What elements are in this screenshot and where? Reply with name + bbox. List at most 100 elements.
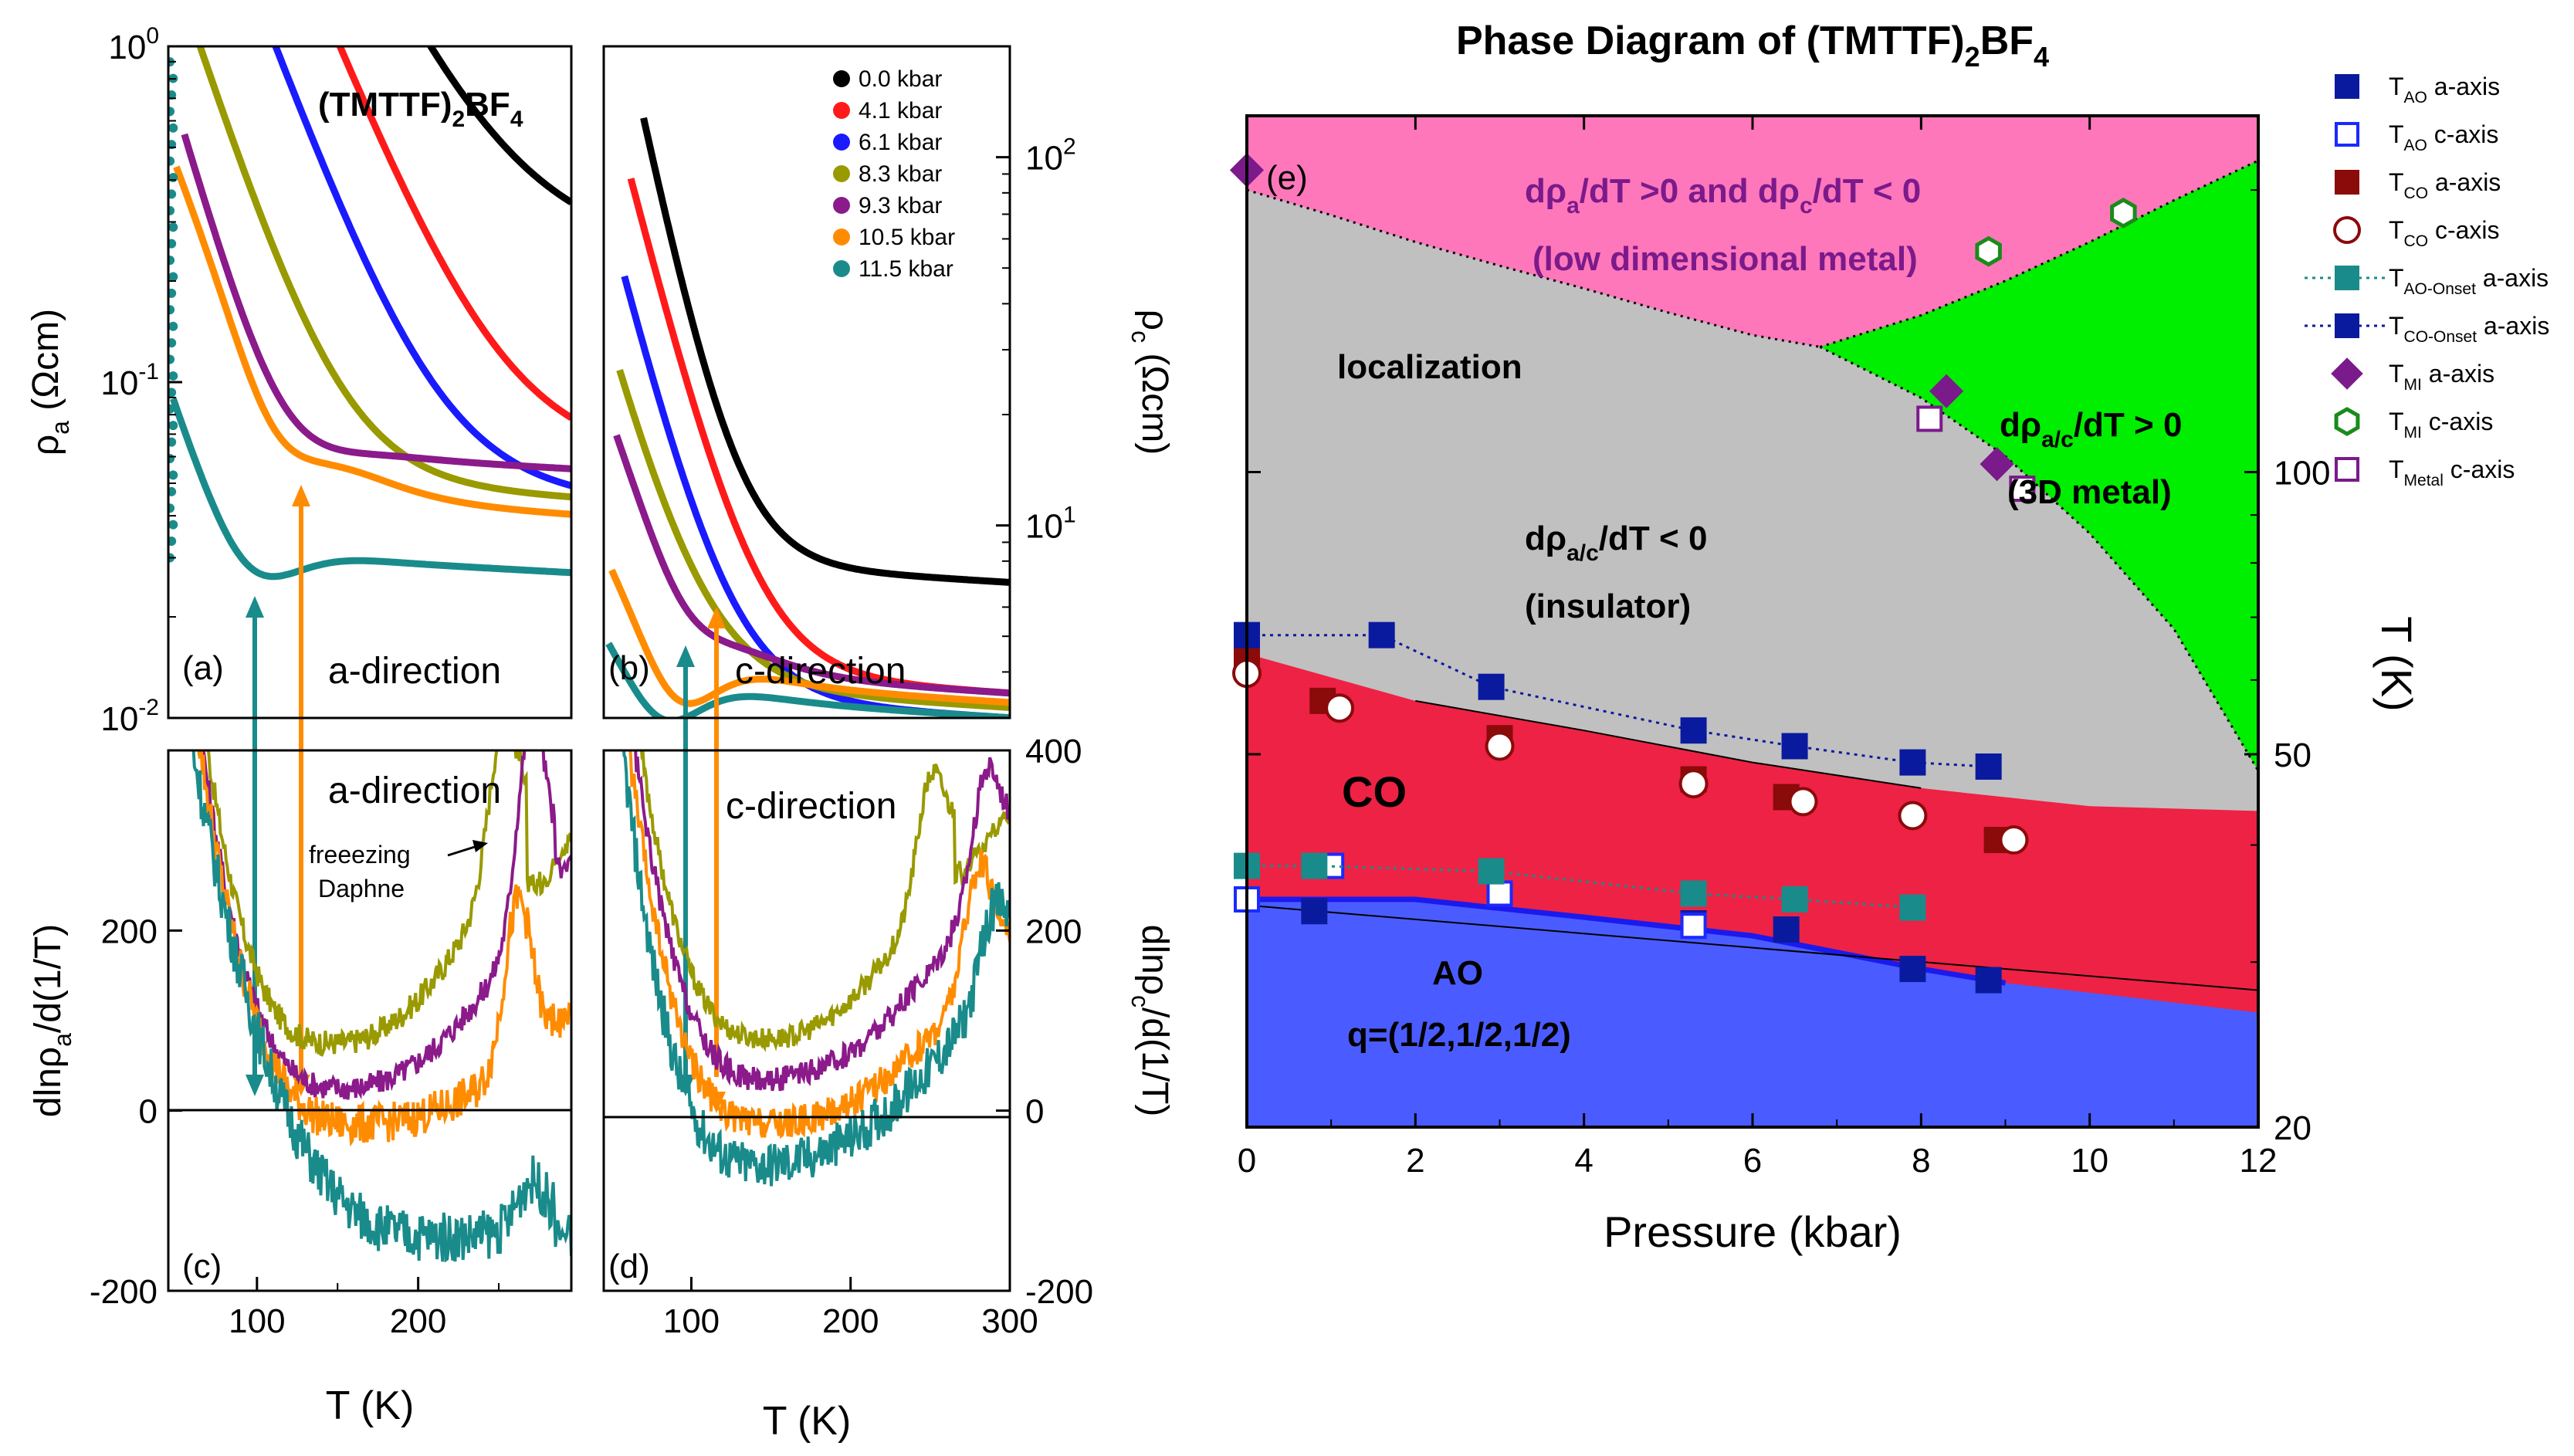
region-3d-metal-line1: dρa/c/dT > 0 [2000, 406, 2182, 452]
xtick-label: 300 [981, 1302, 1038, 1340]
xtick-label: 200 [822, 1302, 879, 1340]
marker-square [2335, 74, 2359, 99]
legend: 0.0 kbar 4.1 kbar 6.1 kbar 8.3 kbar 9.3 kbar… [833, 66, 955, 282]
xtick-label: 100 [229, 1302, 285, 1340]
region-insulator-line2: (insulator) [1525, 587, 1691, 625]
panel-b: 102 101 0.0 kbar 4.1 kbar 6.1 kbar 8.3 kbar 9… [602, 45, 1175, 1113]
panel-e-label: (e) [1266, 159, 1308, 197]
rho-a-dot [168, 437, 177, 447]
rho-curve-4 [613, 434, 1010, 697]
rho-a-dot [168, 123, 178, 133]
rho-a-dot [168, 388, 177, 398]
panel-e-xlabel: Pressure (kbar) [1604, 1207, 1902, 1256]
region-green [1820, 161, 2258, 771]
phase-diagram-title: Phase Diagram of (TMTTF)2BF4 [1456, 19, 2049, 73]
legend-label: 9.3 kbar [859, 193, 942, 218]
marker-diamond [1929, 374, 1964, 408]
rho-curve-5 [173, 165, 571, 518]
xtick-label: 4 [1574, 1142, 1593, 1180]
marker-square [1301, 898, 1328, 925]
panel-b-direction: c-direction [735, 651, 906, 692]
rho-a-dot [168, 520, 178, 530]
annotation-freezing: freeezing [309, 841, 411, 869]
rho-a-dot [168, 404, 175, 414]
ytick-label: 0 [139, 1093, 157, 1131]
marker-square [1975, 753, 2002, 780]
panel-d-xlabel: T (K) [763, 1399, 852, 1444]
ytick-label: 20 [2274, 1109, 2312, 1147]
region-3d-metal-line2: (3D metal) [2007, 473, 2172, 511]
annotation-daphne: Daphne [318, 875, 405, 902]
region-ao-line2: q=(1/2,1/2,1/2) [1347, 1016, 1571, 1054]
ytick-label: 100 [2274, 455, 2330, 493]
rho-a-dot [168, 189, 177, 199]
rho-a-dot [168, 222, 178, 232]
region-insulator-line1: dρa/c/dT < 0 [1525, 520, 1707, 566]
legend-marker [833, 260, 850, 277]
marker-circle-open [2333, 216, 2361, 244]
panel-d-ticks: 100 200 300-200 0 200 400 [663, 733, 1093, 1340]
panel-c-ylabel: dlnρa/d(1/T) [28, 924, 76, 1118]
marker-circle-open [1898, 801, 1928, 831]
arrowhead-teal-a-down [246, 1075, 264, 1096]
marker-diamond [2331, 357, 2363, 390]
rho-a-dot [168, 239, 177, 249]
rho-a-dot [168, 470, 178, 480]
legend-label: 10.5 kbar [859, 225, 955, 250]
legend-label: TCO c-axis [2389, 216, 2500, 250]
rho-a-dot [168, 173, 178, 183]
marker-square [2335, 266, 2359, 290]
rho-curve-6 [605, 642, 1010, 718]
legend-label: 8.3 kbar [859, 161, 942, 187]
arrowhead-teal-b-up [676, 645, 695, 667]
rho-curve-4 [181, 133, 571, 472]
region-co: CO [1342, 767, 1407, 816]
boundary-co-ao-line [1247, 904, 2258, 991]
marker-hexagon [1975, 235, 2002, 267]
marker-square [1773, 916, 1800, 943]
annotation-arrowhead [472, 840, 488, 852]
panel-a-direction: a-direction [328, 651, 501, 692]
panel-c-curves [191, 750, 571, 1263]
xtick-label: 2 [1406, 1142, 1424, 1180]
legend-label: 0.0 kbar [859, 66, 942, 92]
legend-label: 11.5 kbar [859, 256, 953, 282]
marker-square [1478, 673, 1505, 700]
panel-b-curves [605, 117, 1010, 718]
legend-marker [833, 165, 850, 182]
xtick-label: 8 [1912, 1142, 1930, 1180]
marker-square [1781, 885, 1808, 913]
ytick-label: 10-2 [100, 695, 159, 738]
rho-a-dot [168, 305, 175, 315]
legend-label: 6.1 kbar [859, 130, 942, 155]
marker-hexagon [2334, 407, 2360, 436]
rho-a-dot [168, 503, 175, 513]
rho-a-dot [168, 486, 177, 496]
dlnrho-c-curve-1 [634, 750, 1010, 1092]
ytick-label: 102 [1025, 134, 1076, 178]
ytick-label: 50 [2274, 736, 2312, 774]
marker-circle-open [1485, 731, 1515, 761]
panel-b-ylabel: ρc (Ωcm) [1126, 310, 1175, 455]
panel-d-direction: c-direction [726, 786, 896, 827]
rho-a-dot [168, 156, 175, 166]
marker-square-open [1486, 880, 1513, 907]
panel-a-ylabel: ρa (Ωcm) [25, 309, 74, 455]
legend-label: TAO c-axis [2389, 120, 2498, 154]
boundary-3d [1819, 159, 2258, 348]
compound-label: (TMTTF)2BF4 [318, 86, 523, 132]
phase-markers [1229, 153, 2137, 994]
ytick-label: 400 [1025, 733, 1082, 770]
region-low-dim-metal-line1: dρa/dT >0 and dρc/dT < 0 [1525, 172, 1921, 218]
legend-marker [833, 134, 850, 151]
ytick-label: 0 [1025, 1093, 1044, 1131]
rho-a-dot [168, 421, 178, 431]
panel-c-direction: a-direction [328, 770, 501, 811]
marker-square [1975, 967, 2002, 994]
dlnrho-c-curve-3 [622, 750, 1010, 1187]
xtick-label: 200 [390, 1302, 446, 1340]
rho-curve-0 [426, 46, 571, 205]
rho-curve-3 [196, 46, 571, 501]
ytick-label: -200 [1025, 1273, 1093, 1311]
